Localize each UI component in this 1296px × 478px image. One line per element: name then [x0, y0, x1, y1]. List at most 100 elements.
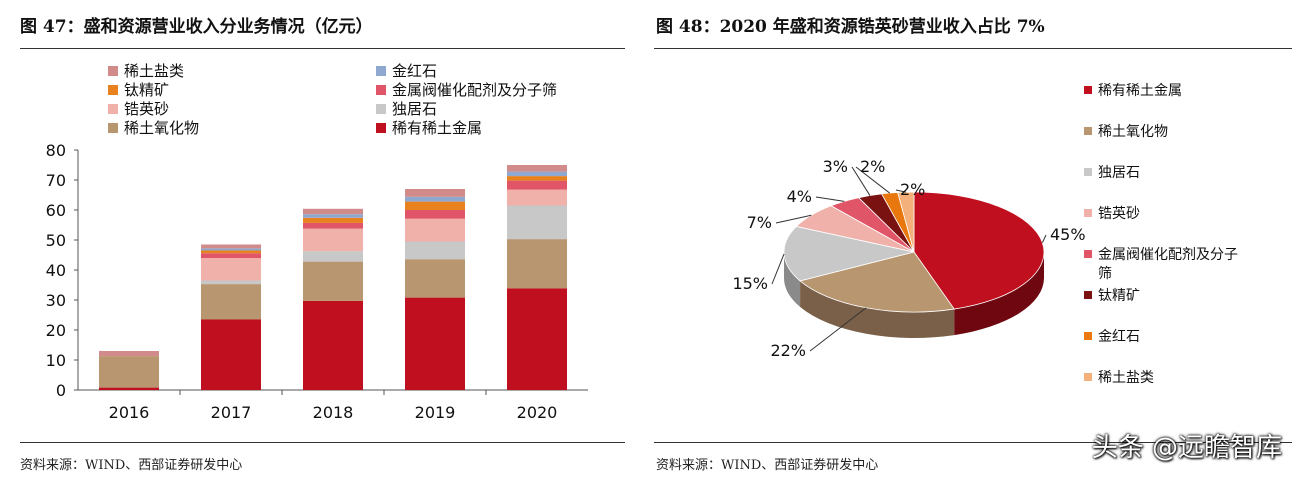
leader-line [809, 307, 867, 352]
legend-swatch [376, 66, 386, 76]
bar-segment [99, 387, 159, 390]
top-rule [20, 48, 625, 49]
leader-line [815, 196, 845, 202]
bar-segment [507, 205, 567, 240]
x-tick-label: 2020 [517, 403, 558, 422]
legend-swatch [1084, 86, 1092, 94]
bar-segment [99, 356, 159, 388]
bar-segment [303, 222, 363, 229]
data-label: 22% [770, 341, 806, 360]
data-label: 2% [900, 180, 925, 199]
bar-segment [405, 201, 465, 210]
bar-segment [507, 180, 567, 190]
legend-label: 锆英砂 [124, 100, 169, 118]
legend-swatch [1084, 127, 1092, 135]
pie-side-wall [784, 252, 801, 307]
bar-segment [507, 189, 567, 206]
data-label: 15% [732, 274, 768, 293]
legend-label: 稀土盐类 [1098, 370, 1154, 386]
legend-label: 金属阀催化配剂及分子筛 [392, 81, 557, 99]
y-tick-label: 0 [56, 381, 66, 400]
bar-segment [507, 176, 567, 181]
bar-segment [405, 297, 465, 390]
leader-line [1041, 234, 1047, 243]
right-panel: 图 48：2020 年盛和资源锆英砂营业收入占比 7% 45% 22% 15% 7% 4… [652, 0, 1296, 478]
legend-label: 稀土盐类 [124, 62, 184, 80]
legend-label: 稀土氧化物 [1098, 124, 1168, 140]
bar-segment [201, 253, 261, 258]
bar-chart-source: 资料来源：WIND、西部证券研发中心 [20, 458, 243, 473]
legend-swatch [1084, 332, 1092, 340]
bar-segment [405, 218, 465, 242]
y-tick-label: 30 [46, 291, 66, 310]
pie-slice [913, 191, 1045, 310]
stacked-bar-chart: 0 10 20 30 40 50 60 70 80 2016 2017 2018 2019 2020 稀土盐… [46, 62, 588, 422]
legend-swatch [108, 104, 118, 114]
legend-label: 稀有稀土金属 [392, 119, 482, 137]
bar-segment [99, 351, 159, 357]
bar-segment [303, 261, 363, 301]
x-tick-label: 2017 [211, 403, 252, 422]
legend-swatch [108, 85, 118, 95]
legend-label: 稀土氧化物 [124, 119, 199, 137]
y-tick-label: 70 [46, 171, 66, 190]
pie-slice [783, 226, 915, 282]
legend-label: 钛精矿 [124, 81, 169, 99]
pie-slice [799, 251, 955, 313]
legend-swatch [1084, 291, 1092, 299]
x-tick-label: 2018 [313, 403, 354, 422]
y-tick-label: 40 [46, 261, 66, 280]
legend-swatch [108, 66, 118, 76]
leader-line [855, 166, 890, 194]
pie-chart-title: 图 48：2020 年盛和资源锆英砂营业收入占比 7% [656, 17, 1045, 37]
bar-segment [201, 244, 261, 249]
bar-segment [507, 288, 567, 390]
bar-segment [201, 250, 261, 254]
legend-swatch [108, 123, 118, 133]
bar-segment [303, 251, 363, 262]
y-tick-label: 60 [46, 201, 66, 220]
y-tick-label: 10 [46, 351, 66, 370]
bar-segment [201, 258, 261, 281]
bar-segment [201, 280, 261, 285]
y-tick-label: 80 [46, 141, 66, 160]
bar-segment [507, 239, 567, 289]
bar-segment [303, 300, 363, 390]
data-label: 3% [823, 157, 848, 176]
bar-segment [507, 165, 567, 172]
x-tick-label: 2016 [109, 403, 150, 422]
x-tick-label: 2019 [415, 403, 456, 422]
pie-chart-source: 资料来源：WIND、西部证券研发中心 [656, 458, 879, 473]
pie-slice [897, 191, 915, 253]
left-panel: 图 47：盛和资源营业收入分业务情况（亿元） 0 10 20 30 40 50 60 70 80… [0, 0, 625, 478]
leader-line [775, 214, 812, 224]
legend-label: 独居石 [1098, 165, 1140, 181]
data-label: 7% [747, 213, 772, 232]
bar-segment [303, 217, 363, 223]
bottom-rule [654, 442, 1292, 443]
pie-side-wall [800, 280, 955, 339]
leader-line [851, 166, 871, 196]
legend-swatch [1084, 373, 1092, 381]
bar-segment [201, 248, 261, 251]
legend-label: 金属阀催化配剂及分子筛 [1098, 247, 1238, 282]
data-label: 2% [860, 157, 885, 176]
bar-segment [303, 208, 363, 215]
leader-line [771, 253, 785, 285]
bar-segment [201, 284, 261, 320]
legend-label: 锆英砂 [1098, 205, 1140, 222]
pie-side-wall [954, 252, 1044, 336]
legend-swatch [376, 123, 386, 133]
bar-segment [507, 171, 567, 177]
legend-swatch [1084, 168, 1092, 176]
pie-sides [784, 252, 1044, 339]
legend-swatch [1084, 250, 1092, 258]
bar-segment [201, 319, 261, 390]
y-tick-label: 50 [46, 231, 66, 250]
bar-segment [405, 196, 465, 202]
y-tick-label: 20 [46, 321, 66, 340]
watermark: 头条 @远瞻智库 [1091, 433, 1282, 463]
data-label: 4% [787, 187, 812, 206]
legend-swatch [376, 104, 386, 114]
bar-segment [405, 259, 465, 298]
